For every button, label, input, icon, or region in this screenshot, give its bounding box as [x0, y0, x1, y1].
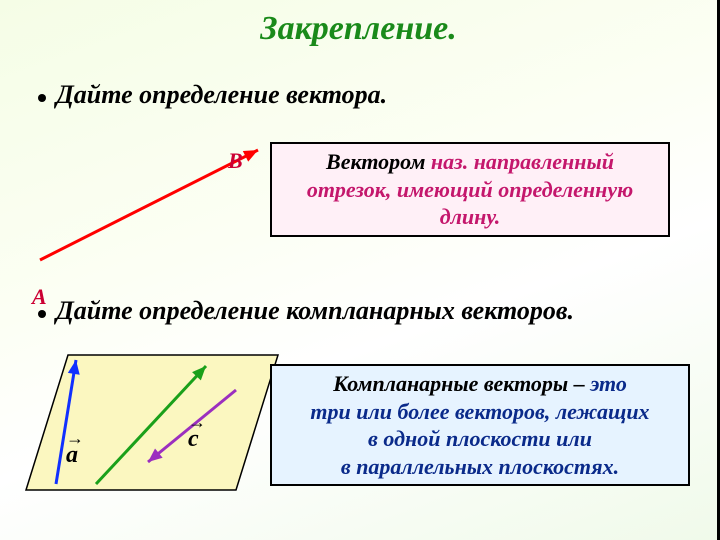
def2-accent2: три или более векторов, лежащих	[278, 398, 682, 426]
bullet-2-text: Дайте определение компланарных векторов.	[56, 296, 574, 326]
def2-accent1: это	[590, 371, 627, 396]
def1-accent3: длину.	[278, 203, 662, 231]
label-vec-c: → c	[188, 426, 199, 453]
def2-accent3: в одной плоскости или	[278, 425, 682, 453]
bullet-1-text: Дайте определение вектора.	[56, 80, 387, 110]
def1-accent2: отрезок, имеющий определенную	[278, 176, 662, 204]
label-vec-a: → a	[66, 442, 78, 469]
label-b: B	[228, 148, 243, 174]
arrow-over-icon: →	[188, 412, 206, 433]
page-title: Закрепление.	[0, 0, 717, 48]
bullet-2: Дайте определение компланарных векторов.	[38, 296, 574, 326]
definition-box-1: Вектором наз. направленный отрезок, имею…	[270, 142, 670, 237]
arrow-over-icon: →	[66, 428, 84, 449]
definition-box-2: Компланарные векторы – это три или более…	[270, 364, 690, 486]
bullet-1: Дайте определение вектора.	[38, 80, 387, 110]
title-text: Закрепление.	[260, 10, 456, 47]
bullet-dot-icon	[38, 94, 46, 102]
def1-plain1: Вектором	[326, 149, 431, 174]
def1-accent1: наз. направленный	[431, 149, 614, 174]
label-a: A	[32, 284, 47, 310]
bullet-dot-icon	[38, 310, 46, 318]
def2-accent4: в параллельных плоскостях.	[278, 453, 682, 481]
def2-plain1: Компланарные векторы –	[333, 371, 590, 396]
